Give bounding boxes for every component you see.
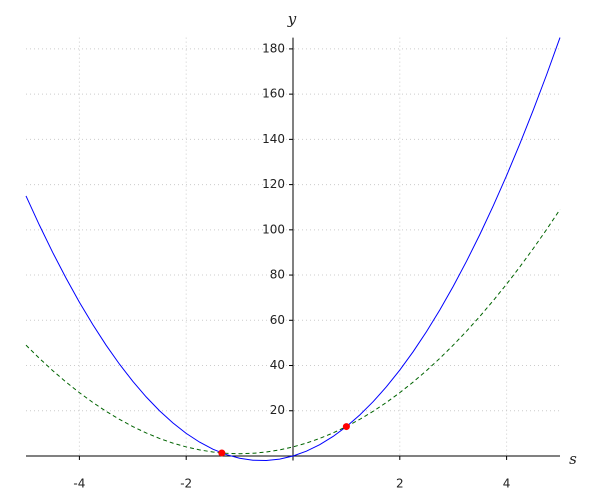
x-tick-label: -2 (180, 477, 192, 491)
point (218, 449, 226, 457)
y-tick-label: 100 (262, 222, 285, 236)
y-axis-label: y (287, 10, 297, 28)
y-tick-label: 160 (262, 87, 285, 101)
curve (25, 37, 561, 462)
y-tick-label: 80 (270, 268, 285, 282)
x-tick-label: -4 (73, 477, 85, 491)
y-tick-label: 120 (262, 177, 285, 191)
y-tick-label: 20 (270, 403, 285, 417)
y-tick-label: 140 (262, 132, 285, 146)
x-axis-label: s (569, 450, 577, 468)
x-tick-label: 2 (396, 477, 404, 491)
x-tick-label: 4 (503, 477, 511, 491)
y-tick-label: 60 (270, 313, 285, 327)
point (342, 423, 350, 431)
y-tick-label: 40 (270, 358, 285, 372)
y-tick-label: 180 (262, 41, 285, 55)
curve (25, 209, 561, 455)
